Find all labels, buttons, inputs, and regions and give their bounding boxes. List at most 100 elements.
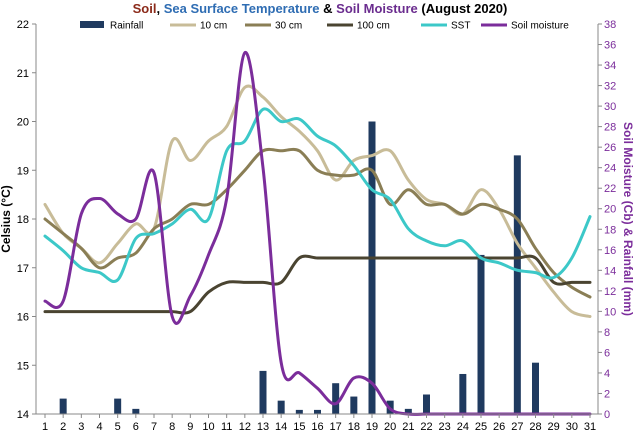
x-tick-label: 29 xyxy=(548,421,560,433)
legend-label-30-cm: 30 cm xyxy=(275,21,302,32)
y2-tick-label: 8 xyxy=(604,327,610,339)
y-tick-label: 19 xyxy=(17,165,29,177)
axes xyxy=(32,23,602,418)
rainfall-bar xyxy=(350,396,358,414)
series-line-sst xyxy=(43,107,592,283)
x-tick-label: 22 xyxy=(420,421,432,433)
title-segment: Sea Surface Temperature xyxy=(164,1,320,16)
x-tick-label: 26 xyxy=(493,421,505,433)
rainfall-bar xyxy=(295,409,303,414)
title-segment: Soil xyxy=(133,1,157,16)
rainfall-bar xyxy=(59,398,67,414)
x-tick-label: 14 xyxy=(275,421,287,433)
legend-label-100-cm: 100 cm xyxy=(357,21,390,32)
rainfall-bar xyxy=(332,383,340,414)
y-tick-label: 18 xyxy=(17,214,29,226)
y-tick-label: 17 xyxy=(17,263,29,275)
y2-tick-label: 10 xyxy=(604,306,616,318)
x-tick-label: 19 xyxy=(366,421,378,433)
x-tick-label: 21 xyxy=(402,421,414,433)
y2-tick-label: 38 xyxy=(604,19,616,31)
x-tick-label: 23 xyxy=(439,421,451,433)
series-line-10-cm xyxy=(43,84,592,318)
legend-label-soil-moisture: Soil moisture xyxy=(511,21,569,32)
tick-labels: 1415161718192021220246810121416182022242… xyxy=(17,19,617,433)
x-tick-label: 10 xyxy=(202,421,214,433)
x-tick-label: 3 xyxy=(78,421,84,433)
y2-tick-label: 36 xyxy=(604,40,616,52)
y2-tick-label: 26 xyxy=(604,142,616,154)
title-segment: (August 2020) xyxy=(418,1,508,16)
y-tick-label: 16 xyxy=(17,312,29,324)
y2-tick-label: 2 xyxy=(604,388,610,400)
title-segment: & xyxy=(320,1,337,16)
x-tick-label: 13 xyxy=(257,421,269,433)
x-tick-label: 4 xyxy=(96,421,102,433)
rainfall-bar xyxy=(404,408,412,414)
x-tick-label: 2 xyxy=(60,421,66,433)
x-tick-label: 16 xyxy=(311,421,323,433)
legend: Rainfall 10 cm 30 cm 100 cm SST Soil moisture xyxy=(80,21,569,32)
x-tick-label: 6 xyxy=(133,421,139,433)
legend-label-rainfall: Rainfall xyxy=(110,21,143,32)
legend-label-sst: SST xyxy=(451,21,470,32)
x-tick-label: 18 xyxy=(348,421,360,433)
x-tick-label: 17 xyxy=(330,421,342,433)
x-tick-label: 25 xyxy=(475,421,487,433)
y2-tick-label: 28 xyxy=(604,122,616,134)
rainfall-bar xyxy=(259,370,267,414)
rainfall-bar xyxy=(114,398,122,414)
rainfall-bar xyxy=(459,373,467,414)
y2-tick-label: 20 xyxy=(604,204,616,216)
y2-tick-label: 6 xyxy=(604,347,610,359)
x-tick-label: 5 xyxy=(115,421,121,433)
y-tick-label: 22 xyxy=(17,19,29,31)
title-segment: Soil Moisture xyxy=(336,1,418,16)
y2-axis-title: Soil Moisture (Cb) & Rainfall (mm) xyxy=(621,122,633,316)
rainfall-bar xyxy=(423,394,430,414)
y-tick-label: 21 xyxy=(17,68,29,80)
x-tick-label: 15 xyxy=(293,421,305,433)
rainfall-bar xyxy=(314,409,321,414)
y-tick-label: 14 xyxy=(17,409,29,421)
x-tick-label: 27 xyxy=(511,421,523,433)
rainfall-bar xyxy=(513,155,521,415)
x-tick-label: 11 xyxy=(221,421,232,433)
x-tick-label: 28 xyxy=(529,421,541,433)
y2-tick-label: 16 xyxy=(604,245,616,257)
y2-tick-label: 24 xyxy=(604,163,616,175)
series-line-30-cm xyxy=(43,147,592,299)
series-lines xyxy=(43,51,592,416)
title-segment: , xyxy=(156,1,163,16)
y2-tick-label: 30 xyxy=(604,101,616,113)
x-tick-label: 30 xyxy=(566,421,578,433)
x-tick-label: 1 xyxy=(42,421,48,433)
y2-tick-label: 12 xyxy=(604,286,616,298)
x-tick-label: 31 xyxy=(584,421,596,433)
y-axis-title: Celsius (°C) xyxy=(0,185,13,252)
x-tick-label: 8 xyxy=(169,421,175,433)
rainfall-bar xyxy=(277,400,285,414)
rainfall-bars xyxy=(59,121,539,415)
x-tick-label: 7 xyxy=(151,421,157,433)
y2-tick-label: 18 xyxy=(604,224,616,236)
rainfall-bar xyxy=(132,408,140,414)
rainfall-bar xyxy=(368,121,376,414)
y-tick-label: 20 xyxy=(17,117,29,129)
y2-tick-label: 32 xyxy=(604,81,616,93)
y2-tick-label: 22 xyxy=(604,183,616,195)
chart-title: Soil, Sea Surface Temperature & Soil Moi… xyxy=(133,1,508,16)
y2-tick-label: 34 xyxy=(604,60,616,72)
x-tick-label: 24 xyxy=(457,421,469,433)
legend-swatch-rainfall xyxy=(80,21,104,28)
rainfall-bar xyxy=(477,254,485,414)
y2-tick-label: 4 xyxy=(604,368,610,380)
x-tick-label: 20 xyxy=(384,421,396,433)
x-tick-label: 12 xyxy=(239,421,251,433)
legend-label-10-cm: 10 cm xyxy=(200,21,227,32)
y2-tick-label: 14 xyxy=(604,265,616,277)
x-tick-label: 9 xyxy=(187,421,193,433)
series-line-100-cm xyxy=(43,254,592,315)
y-tick-label: 15 xyxy=(17,360,29,372)
